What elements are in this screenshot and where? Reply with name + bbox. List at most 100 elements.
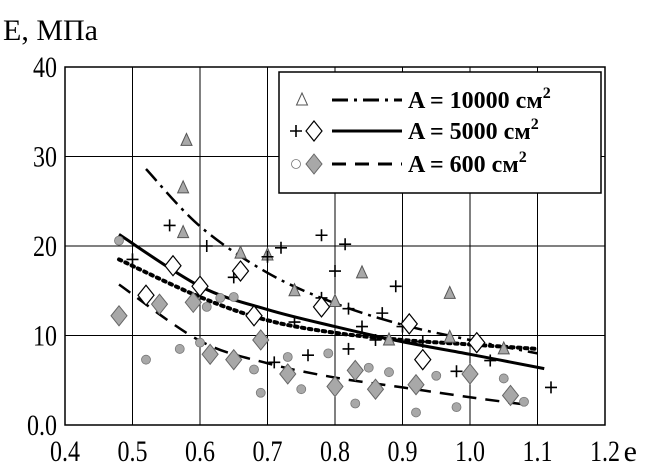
- data-point-plus: [261, 250, 274, 263]
- data-point-circle: [411, 407, 421, 418]
- legend-label-main: A = 600 см: [408, 152, 519, 178]
- legend-label: A = 600 см2: [408, 149, 527, 178]
- trend-curves: [117, 168, 545, 406]
- data-point-circle: [228, 292, 239, 302]
- data-point-diamond-filled: [346, 359, 364, 382]
- data-point-plus: [200, 240, 213, 252]
- data-point-plus: [450, 365, 463, 378]
- data-point-diamond-open: [191, 275, 209, 298]
- data-point-plus: [288, 316, 301, 329]
- data-point-diamond-filled: [225, 348, 243, 371]
- data-point-circle: [323, 348, 334, 359]
- data-point-diamond-open: [137, 284, 155, 307]
- data-point-circle: [114, 235, 124, 246]
- x-tick-label: 1.2: [590, 434, 620, 467]
- legend-label-main: A = 5000 см: [408, 119, 531, 145]
- data-point-plus: [342, 342, 355, 355]
- data-point-circle: [174, 344, 185, 354]
- legend-marker-diamond-open: [305, 120, 323, 142]
- data-point-circle: [363, 362, 374, 373]
- legend-label-superscript: 2: [543, 85, 551, 102]
- legend-label-main: A = 10000 см: [408, 88, 543, 114]
- data-point-plus: [376, 307, 389, 320]
- data-point-triangle: [180, 132, 193, 146]
- data-point-diamond-filled: [366, 378, 385, 401]
- data-point-diamond-open: [231, 260, 250, 283]
- x-tick-label: 1.1: [523, 434, 553, 467]
- x-tick-label: 0.8: [320, 434, 350, 467]
- data-point-triangle: [443, 329, 457, 343]
- legend-marker-plus: [290, 125, 302, 137]
- x-tick-label: 0.5: [118, 434, 148, 467]
- data-point-plus: [356, 320, 368, 333]
- legend-label: A = 5000 см2: [408, 116, 539, 145]
- data-point-triangle: [176, 224, 190, 239]
- data-point-plus: [339, 238, 352, 251]
- data-point-diamond-open: [467, 331, 486, 354]
- data-point-circle: [141, 354, 151, 365]
- data-point-plus: [545, 381, 557, 394]
- data-point-plus: [126, 253, 139, 266]
- data-point-plus: [369, 333, 382, 346]
- data-point-circle: [255, 387, 266, 398]
- data-point-triangle: [497, 340, 511, 355]
- data-point-diamond-filled: [461, 363, 479, 385]
- data-point-diamond-open: [245, 304, 263, 327]
- legend-label-superscript: 2: [531, 116, 539, 133]
- x-axis-label: e: [624, 435, 637, 468]
- x-tick-label: 0.4: [50, 434, 80, 467]
- data-point-diamond-filled: [326, 375, 344, 398]
- data-point-diamond-open: [164, 254, 182, 277]
- x-tick-label: 0.6: [185, 434, 215, 467]
- data-point-diamond-open: [312, 295, 331, 318]
- legend-label-superscript: 2: [519, 149, 527, 166]
- data-point-circle: [384, 367, 394, 378]
- data-point-circle: [215, 293, 226, 303]
- data-point-diamond-filled: [501, 384, 520, 407]
- legend-marker-triangle: [295, 91, 309, 106]
- data-point-circle: [451, 402, 462, 413]
- data-points: [110, 132, 557, 418]
- data-point-plus: [315, 229, 328, 242]
- data-point-diamond-open: [400, 312, 419, 335]
- y-tick-label: 20: [33, 229, 57, 262]
- data-point-diamond-filled: [279, 363, 297, 385]
- legend-label: A = 10000 см2: [408, 85, 551, 114]
- data-point-diamond-open: [413, 348, 432, 371]
- data-point-circle: [296, 384, 307, 395]
- legend-marker-diamond-filled: [305, 153, 323, 175]
- data-point-plus: [302, 349, 314, 362]
- data-point-diamond-filled: [407, 373, 425, 396]
- trend-curve-dashdot: [145, 168, 538, 355]
- y-axis-label: E, МПа: [3, 14, 98, 47]
- data-point-circle: [519, 396, 529, 407]
- data-point-plus: [416, 335, 429, 348]
- data-point-circle: [282, 352, 293, 362]
- data-point-circle: [498, 373, 509, 384]
- data-point-plus: [163, 219, 176, 232]
- axis-ticks: 0.0 10 20 30 40 0.4 0.5 0.6 0.7 0.8 0.9 1.0 1.1 1.2 e: [27, 50, 637, 468]
- data-point-diamond-filled: [110, 305, 128, 327]
- data-point-circle: [201, 301, 212, 312]
- data-point-plus: [389, 280, 402, 293]
- x-tick-label: 0.9: [388, 434, 418, 467]
- legend-marker-circle: [291, 159, 301, 169]
- data-point-triangle: [176, 179, 190, 194]
- data-point-plus: [268, 356, 281, 369]
- y-tick-label: 0.0: [27, 408, 57, 441]
- data-point-triangle: [355, 264, 369, 279]
- data-point-triangle: [443, 285, 457, 299]
- y-tick-label: 30: [33, 140, 57, 173]
- data-point-diamond-filled: [201, 343, 219, 366]
- data-point-plus: [329, 265, 341, 278]
- data-point-diamond-filled: [252, 329, 270, 351]
- x-tick-label: 0.7: [253, 434, 283, 467]
- y-tick-label: 10: [33, 319, 57, 352]
- data-point-diamond-filled: [150, 293, 169, 315]
- data-point-circle: [195, 337, 205, 348]
- data-point-triangle: [234, 244, 247, 259]
- data-point-circle: [431, 370, 442, 381]
- plot-frame: [64, 66, 606, 426]
